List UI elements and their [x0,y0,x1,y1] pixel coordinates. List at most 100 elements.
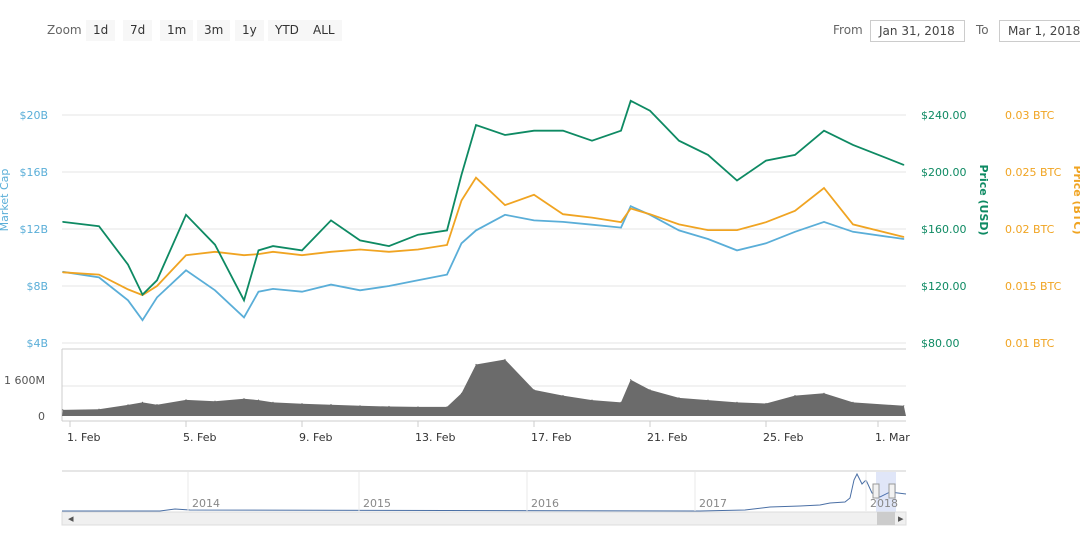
volume-point [903,405,905,407]
navigator-selection[interactable] [876,472,896,512]
market-cap-point [388,285,390,287]
navigator-handle-left[interactable] [872,483,880,499]
price-usd-point [475,124,477,126]
x-tick-label: 9. Feb [299,431,332,444]
x-tick-label: 13. Feb [415,431,455,444]
navigator-year-label: 2016 [531,497,559,510]
price-usd-point [707,154,709,156]
volume-point [127,404,129,406]
price-usd-tick: $240.00 [921,109,967,122]
volume-point [185,399,187,401]
zoom-3m-button[interactable]: 3m [197,20,231,41]
navigator[interactable]: ◂ ▸ 2014 2015 2016 2017 2018 [61,470,907,526]
price-usd-point [446,229,448,232]
volume-point [98,408,100,410]
volume-point [460,392,463,394]
price-btc-point [903,236,905,238]
price-btc-point [98,274,100,276]
price-btc-point [446,244,448,246]
price-usd-point [185,214,187,216]
market-cap-point [359,289,361,291]
zoom-ytd-button[interactable]: YTD [268,20,306,41]
navigator-handle-right[interactable] [888,483,896,499]
volume-tick: 1 600M [4,374,45,387]
price-usd-point [98,225,100,227]
price-usd-point [156,279,158,281]
zoom-1d-button[interactable]: 1d [86,20,116,41]
price-usd-point [388,245,390,247]
price-btc-point [630,207,632,210]
price-usd-point [852,144,854,146]
scroll-left-arrow-icon[interactable]: ◂ [68,512,74,525]
price-btc-point [214,251,216,253]
x-tick-label: 17. Feb [531,431,571,444]
price-btc-line [62,176,905,297]
market-cap-point [301,291,303,293]
volume-point [359,405,361,407]
volume-point [620,401,622,403]
volume-point [257,399,260,401]
market-cap-point [678,229,680,232]
volume-point [301,403,303,405]
price-btc-point [359,248,361,251]
volume-point [736,401,738,403]
price-btc-point [504,204,506,206]
x-tick-label: 1. Feb [67,431,100,444]
price-btc-point [591,217,593,219]
price-btc-point [460,199,463,202]
volume-area [62,359,906,416]
x-tick-label: 25. Feb [763,431,803,444]
market-cap-point [475,229,477,232]
market-cap-point [460,242,463,244]
to-date-input[interactable]: Mar 1, 2018 [999,20,1080,42]
navigator-scrollbar[interactable] [61,511,907,526]
zoom-7d-button[interactable]: 7d [123,20,153,41]
price-usd-axis-title: Price (USD) [977,164,990,235]
zoom-1m-button[interactable]: 1m [160,20,194,41]
market-cap-line [62,205,904,322]
price-btc-tick: 0.015 BTC [1005,280,1062,293]
price-usd-point [272,245,274,247]
volume-point [62,409,64,411]
market-cap-point [852,231,854,233]
price-btc-tick: 0.03 BTC [1005,109,1055,122]
price-usd-point [620,130,622,132]
price-btc-point [330,251,332,253]
navigator-year-label: 2014 [192,497,220,510]
price-btc-point [533,194,535,196]
to-label: To [976,23,989,37]
zoom-1y-button[interactable]: 1y [235,20,264,41]
market-cap-tick: $4B [26,337,48,350]
volume-point [330,404,332,406]
x-tick-label: 1. Mar [875,431,910,444]
market-cap-axis-title: Market Cap [0,169,11,232]
price-usd-point [214,244,216,246]
market-cap-point [272,288,274,290]
price-usd-point [678,140,680,142]
price-usd-point [591,140,593,142]
price-btc-point [562,213,564,215]
price-btc-point [736,229,738,231]
volume-point [475,363,477,366]
market-cap-point [98,276,100,279]
price-usd-point [649,110,651,112]
price-usd-tick: $120.00 [921,280,967,293]
market-cap-point [533,219,535,222]
price-usd-point [736,179,738,182]
price-usd-point [794,154,796,156]
scroll-right-arrow-icon[interactable]: ▸ [898,512,904,525]
x-tick-label: 21. Feb [647,431,687,444]
market-cap-point [903,238,905,240]
volume-point [533,389,535,391]
price-usd-point [460,174,463,176]
volume-point [446,406,448,408]
price-usd-point [62,221,64,223]
price-btc-tick: 0.02 BTC [1005,223,1055,236]
price-usd-tick: $160.00 [921,223,967,236]
zoom-all-button[interactable]: ALL [306,20,342,41]
from-date-input[interactable]: Jan 31, 2018 [870,20,965,42]
scrollbar-thumb[interactable] [877,512,895,525]
volume-point [649,389,651,391]
volume-point [707,399,709,401]
price-usd-point [141,293,144,296]
